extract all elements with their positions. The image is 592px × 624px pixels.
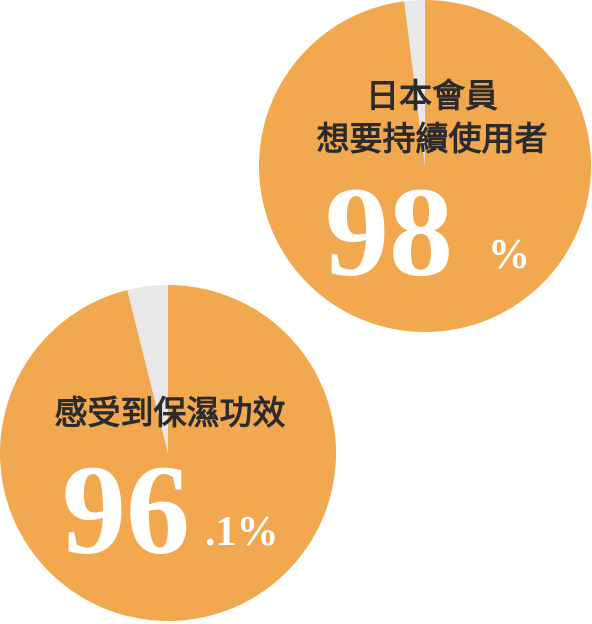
pie-label-line-1: 日本會員 (366, 76, 498, 115)
pie-label-line-2: 想要持續使用者 (317, 119, 548, 158)
pie-chart-members-continue: 日本會員 想要持續使用者 98 % (259, 0, 591, 332)
pie-chart-moisturizing-effect: 感受到保濕功效 96 .1% (0, 285, 336, 621)
pie-slice-effective (0, 285, 336, 621)
pie-label-line-1: 感受到保濕功效 (55, 393, 286, 432)
pie-value-number: 98 (325, 161, 453, 303)
pie-value-unit: .1% (205, 509, 279, 555)
pie-slice-continue (259, 0, 591, 332)
pie-slice-remainder (404, 0, 425, 166)
pie-value-number: 96 (62, 439, 190, 581)
pie-value-unit: % (488, 232, 530, 278)
pie-slice-remainder (127, 285, 168, 453)
